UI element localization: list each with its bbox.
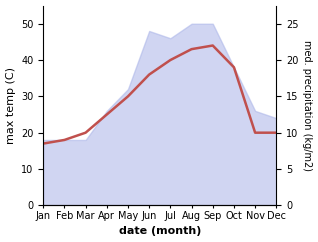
X-axis label: date (month): date (month) [119,227,201,236]
Y-axis label: med. precipitation (kg/m2): med. precipitation (kg/m2) [302,40,313,171]
Y-axis label: max temp (C): max temp (C) [5,67,16,144]
